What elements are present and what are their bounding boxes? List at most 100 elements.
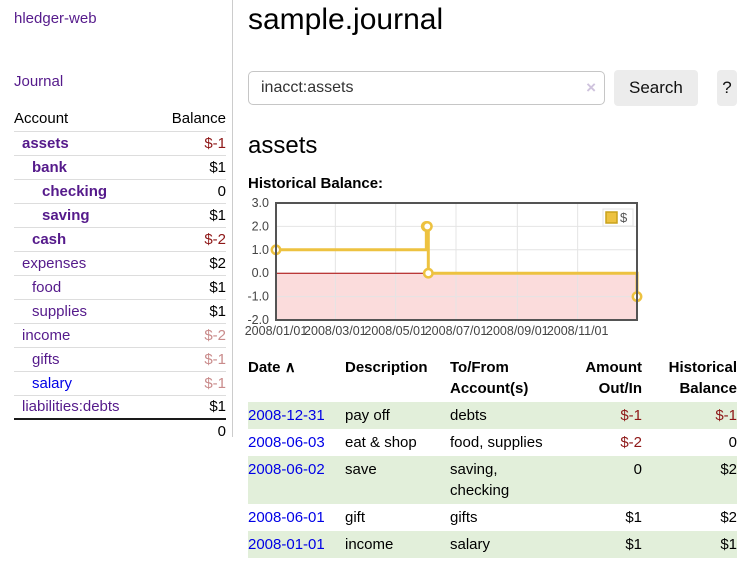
- transaction-amount: $-2: [620, 434, 642, 451]
- sidebar-item-journal[interactable]: Journal: [14, 73, 64, 90]
- account-balance: $-1: [154, 130, 226, 155]
- transaction-date-link[interactable]: 2008-01-01: [248, 536, 325, 553]
- transaction-amount: $1: [625, 536, 642, 553]
- transaction-accounts: saving, checking: [450, 461, 510, 499]
- transaction-accounts: food, supplies: [450, 434, 543, 451]
- transaction-accounts: gifts: [450, 509, 478, 526]
- account-balance: $1: [154, 394, 226, 419]
- transaction-balance: $2: [720, 461, 737, 478]
- svg-text:2.0: 2.0: [252, 219, 269, 233]
- transaction-description: save: [345, 461, 377, 478]
- account-balance: $1: [154, 154, 226, 179]
- search-form: × Search ?: [248, 70, 737, 106]
- transaction-description: income: [345, 536, 394, 553]
- transaction-balance: $2: [720, 509, 737, 526]
- transaction-accounts: debts: [450, 407, 487, 424]
- account-link-liabilities-debts[interactable]: liabilities:debts: [22, 398, 120, 416]
- transaction-description: pay off: [345, 407, 390, 424]
- account-link-expenses[interactable]: expenses: [22, 254, 87, 272]
- account-row-liabilities-debts: liabilities:debts $1: [14, 394, 226, 419]
- description-column-header: Description: [345, 359, 428, 376]
- account-column-header: Account: [14, 110, 69, 128]
- amount-column-header: Amount Out/In: [560, 355, 642, 402]
- amount-header-line1: Amount: [585, 359, 642, 376]
- svg-text:3.0: 3.0: [252, 196, 269, 210]
- transaction-date-link[interactable]: 2008-06-01: [248, 509, 325, 526]
- svg-text:2008/01/01: 2008/01/01: [245, 324, 308, 338]
- amount-header-line2: Out/In: [598, 380, 642, 397]
- account-row-food: food $1: [14, 274, 226, 299]
- balance-column-header: Balance: [171, 110, 226, 128]
- balance-column-header: Historical Balance: [642, 355, 737, 402]
- register-row: 2008-06-01 gift gifts $1 $2: [248, 504, 737, 531]
- transaction-date-link[interactable]: 2008-12-31: [248, 407, 325, 424]
- account-link-income[interactable]: income: [22, 326, 71, 344]
- account-balance: $-1: [154, 346, 226, 371]
- register-row: 2008-01-01 income salary $1 $1: [248, 531, 737, 558]
- brand-link[interactable]: hledger-web: [14, 10, 97, 27]
- transaction-balance: $1: [720, 536, 737, 553]
- register-table: Date ∧ Description To/From Account(s) Am…: [248, 355, 737, 558]
- chart-canvas: $3.0 2.0 1.0 0.0 -1.0 -2.02008/01/012008/03/0…: [245, 196, 643, 338]
- account-row-cash: cash $-2: [14, 226, 226, 251]
- transaction-date-link[interactable]: 2008-06-03: [248, 434, 325, 451]
- account-link-saving[interactable]: saving: [42, 206, 90, 224]
- svg-text:-1.0: -1.0: [247, 290, 269, 304]
- register-row: 2008-12-31 pay off debts $-1 $-1: [248, 402, 737, 429]
- account-link-assets[interactable]: assets: [22, 134, 69, 152]
- svg-text:2008/03/01: 2008/03/01: [304, 324, 367, 338]
- transaction-date-link[interactable]: 2008-06-02: [248, 461, 325, 478]
- balance-header-line2: Balance: [679, 380, 737, 397]
- search-button[interactable]: Search: [614, 70, 698, 106]
- svg-text:1.0: 1.0: [252, 243, 269, 257]
- transaction-description: eat & shop: [345, 434, 417, 451]
- svg-text:$: $: [620, 210, 628, 225]
- account-balance: $2: [154, 250, 226, 275]
- account-link-gifts[interactable]: gifts: [32, 350, 60, 368]
- account-balance: 0: [154, 178, 226, 203]
- date-header-label: Date: [248, 359, 281, 376]
- account-balance: $1: [154, 274, 226, 299]
- account-balance: $1: [154, 202, 226, 227]
- account-link-bank[interactable]: bank: [32, 158, 68, 176]
- chart-title: Historical Balance:: [248, 175, 384, 192]
- account-row-gifts: gifts $-1: [14, 346, 226, 371]
- account-table-header: Account Balance: [14, 107, 226, 131]
- help-button[interactable]: ?: [716, 70, 737, 106]
- transaction-amount: 0: [633, 461, 642, 478]
- account-row-assets: assets $-1: [14, 130, 226, 155]
- register-row: 2008-06-03 eat & shop food, supplies $-2…: [248, 429, 737, 456]
- register-header-row: Date ∧ Description To/From Account(s) Am…: [248, 355, 737, 402]
- svg-text:2008/09/01: 2008/09/01: [486, 324, 549, 338]
- account-row-income: income $-2: [14, 322, 226, 347]
- tofrom-header-line1: To/From: [450, 359, 509, 376]
- search-input[interactable]: [248, 71, 605, 105]
- clear-search-icon[interactable]: ×: [586, 78, 596, 97]
- svg-text:0.0: 0.0: [252, 266, 269, 280]
- transaction-amount: $1: [625, 509, 642, 526]
- account-row-salary: salary $-1: [14, 370, 226, 395]
- register-row: 2008-06-02 save saving, checking 0 $2: [248, 456, 737, 504]
- account-link-food[interactable]: food: [32, 278, 62, 296]
- account-link-supplies[interactable]: supplies: [32, 302, 88, 320]
- date-column-header[interactable]: Date ∧: [248, 355, 345, 402]
- main-content: sample.journal × Search ? assets Histori…: [233, 0, 742, 558]
- balance-header-line1: Historical: [668, 359, 737, 376]
- account-link-salary[interactable]: salary: [32, 374, 73, 392]
- account-row-saving: saving $1: [14, 202, 226, 227]
- transaction-description: gift: [345, 509, 366, 526]
- account-balance: $-2: [154, 226, 226, 251]
- account-balance: $-1: [154, 370, 226, 395]
- transaction-balance: 0: [728, 434, 737, 451]
- svg-text:2008/07/01: 2008/07/01: [425, 324, 488, 338]
- svg-text:2008/05/01: 2008/05/01: [364, 324, 427, 338]
- account-row-supplies: supplies $1: [14, 298, 226, 323]
- account-link-checking[interactable]: checking: [42, 182, 108, 200]
- sort-ascending-icon: ∧: [284, 359, 296, 376]
- tofrom-column-header: To/From Account(s): [450, 355, 560, 402]
- account-balance: $-2: [154, 322, 226, 347]
- tofrom-header-line2: Account(s): [450, 380, 529, 397]
- account-link-cash[interactable]: cash: [32, 230, 67, 248]
- transaction-balance: $-1: [715, 407, 737, 424]
- account-total-balance: 0: [154, 418, 226, 443]
